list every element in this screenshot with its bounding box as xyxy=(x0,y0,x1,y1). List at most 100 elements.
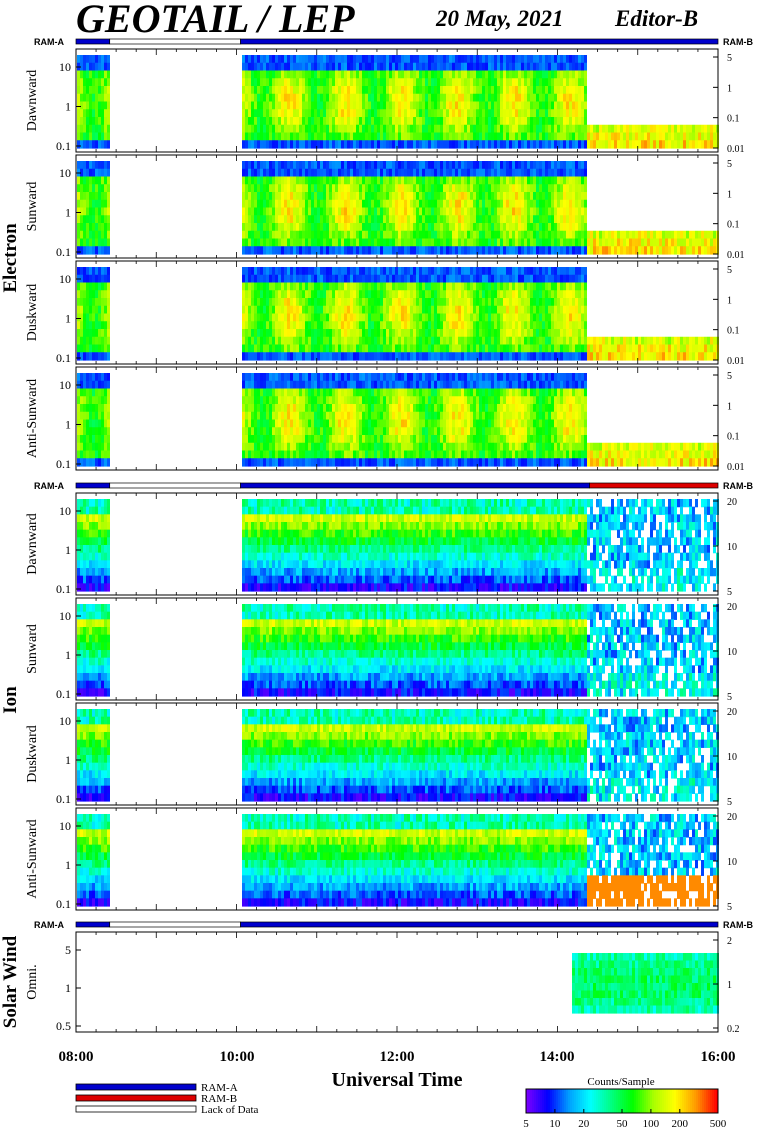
legend-swatch-1 xyxy=(75,1094,197,1102)
y-tick-left-2: 0.1 xyxy=(56,687,71,701)
y-tick-right-3: 0.01 xyxy=(727,250,745,261)
heatmap-1-0 xyxy=(77,499,719,592)
legend-label-1: RAM-B xyxy=(201,1093,237,1105)
spectrogram-panels: RAM-A RAM-B 10 1 0.1 5 1 0.1 0.01 Dawnward 10 1 0.1 5… xyxy=(0,37,753,1035)
ion-ram-label-left: RAM-A xyxy=(34,481,64,491)
ion-panel-3: 10 1 0.1 20 10 5 Anti-Sunward xyxy=(25,807,737,913)
legend-label-0: RAM-A xyxy=(201,1082,238,1094)
ion-panel-0: 10 1 0.1 20 10 5 Dawnward xyxy=(25,492,737,598)
ion-ram-label-right: RAM-B xyxy=(723,481,753,491)
heatmap-2-0 xyxy=(572,953,719,1014)
x-tick-label-4: 16:00 xyxy=(701,1049,736,1065)
y-tick-right-0: 20 xyxy=(727,707,737,718)
y-tick-right-2: 0.1 xyxy=(727,326,740,337)
ion-ram-segment-0 xyxy=(75,482,111,489)
y-tick-left-1: 1 xyxy=(65,543,71,557)
y-tick-right-2: 0.1 xyxy=(727,432,740,443)
y-tick-left-2: 0.5 xyxy=(56,1019,71,1033)
chart-date: 20 May, 2021 xyxy=(435,6,564,31)
panel-label: Dawnward xyxy=(25,70,40,131)
panel-label: Duskward xyxy=(25,725,40,783)
y-tick-right-0: 20 xyxy=(727,812,737,823)
panel-label: Sunward xyxy=(25,624,40,674)
y-tick-right-2: 5 xyxy=(727,797,732,808)
legend-label-2: Lack of Data xyxy=(201,1104,259,1116)
colorbar-tick-5: 200 xyxy=(672,1118,689,1128)
y-tick-right-1: 10 xyxy=(727,647,737,658)
y-tick-right-1: 1 xyxy=(727,980,732,991)
heatmap-1-2 xyxy=(77,709,719,802)
electron-ram-segment-2 xyxy=(240,38,719,45)
y-tick-left-0: 10 xyxy=(59,272,71,286)
electron-ram-segment-1 xyxy=(109,38,241,45)
solar-wind-ram-segment-2 xyxy=(240,921,719,928)
y-tick-right-0: 2 xyxy=(727,936,732,947)
heatmap-1-3 xyxy=(77,814,719,907)
legend-swatch-2 xyxy=(75,1105,197,1113)
y-tick-right-2: 5 xyxy=(727,587,732,598)
y-tick-right-2: 0.2 xyxy=(727,1024,740,1035)
y-tick-left-0: 10 xyxy=(59,609,71,623)
y-tick-left-2: 0.1 xyxy=(56,351,71,365)
colorbar-tick-0: 5 xyxy=(523,1118,529,1128)
electron-panel-1: 10 1 0.1 5 1 0.1 0.01 Sunward xyxy=(25,154,745,261)
y-tick-left-2: 0.1 xyxy=(56,457,71,471)
x-tick-label-1: 10:00 xyxy=(220,1049,255,1065)
electron-ram-label-right: RAM-B xyxy=(723,37,753,47)
y-tick-left-2: 0.1 xyxy=(56,582,71,596)
y-tick-right-3: 0.01 xyxy=(727,144,745,155)
y-tick-left-1: 1 xyxy=(65,981,71,995)
ion-panel-1: 10 1 0.1 20 10 5 Sunward xyxy=(25,597,737,703)
electron-panel-0: 10 1 0.1 5 1 0.1 0.01 Dawnward xyxy=(25,48,745,155)
solar-wind-panel-0: 5 1 0.5 2 1 0.2 Omni. xyxy=(25,931,740,1035)
y-tick-right-1: 1 xyxy=(727,295,732,306)
y-tick-right-0: 5 xyxy=(727,265,732,276)
solar-wind-ram-segment-1 xyxy=(109,921,241,928)
y-tick-left-1: 1 xyxy=(65,206,71,220)
solar-wind-ram-bar: RAM-A RAM-B xyxy=(34,920,753,930)
group-label-solar-wind: Solar Wind xyxy=(0,935,21,1028)
y-tick-right-2: 0.1 xyxy=(727,114,740,125)
x-tick-label-0: 08:00 xyxy=(59,1049,94,1065)
y-tick-left-2: 0.1 xyxy=(56,897,71,911)
panel-label: Sunward xyxy=(25,182,40,232)
electron-panel-2: 10 1 0.1 5 1 0.1 0.01 Duskward xyxy=(25,260,745,367)
group-label-electron: Electron xyxy=(0,223,21,293)
colorbar-tick-1: 10 xyxy=(549,1118,561,1128)
x-tick-label-3: 14:00 xyxy=(540,1049,575,1065)
electron-ram-bar: RAM-A RAM-B xyxy=(34,37,753,47)
panel-label: Anti-Sunward xyxy=(25,379,40,458)
colorbar-tick-4: 100 xyxy=(643,1118,660,1128)
ion-panel-2: 10 1 0.1 20 10 5 Duskward xyxy=(25,702,737,808)
y-tick-left-0: 10 xyxy=(59,714,71,728)
y-tick-right-1: 1 xyxy=(727,401,732,412)
y-tick-left-2: 0.1 xyxy=(56,792,71,806)
colorbar-tick-2: 20 xyxy=(578,1118,590,1128)
solar-wind-ram-segment-0 xyxy=(75,921,111,928)
y-tick-right-0: 20 xyxy=(727,497,737,508)
y-tick-right-0: 20 xyxy=(727,602,737,613)
chart-editor: Editor-B xyxy=(614,6,698,31)
chart-title: GEOTAIL / LEP xyxy=(76,0,355,41)
y-tick-left-0: 5 xyxy=(65,943,71,957)
y-tick-right-1: 10 xyxy=(727,542,737,553)
heatmap-0-3 xyxy=(77,373,719,467)
legend-swatch-0 xyxy=(75,1083,197,1091)
x-axis-title: Universal Time xyxy=(332,1069,463,1091)
y-tick-left-0: 10 xyxy=(59,378,71,392)
y-tick-right-0: 5 xyxy=(727,371,732,382)
y-tick-left-1: 1 xyxy=(65,312,71,326)
y-tick-right-3: 0.01 xyxy=(727,356,745,367)
colorbar-tick-3: 50 xyxy=(617,1118,629,1128)
colorbar-title: Counts/Sample xyxy=(587,1076,654,1088)
y-tick-left-1: 1 xyxy=(65,753,71,767)
y-tick-left-0: 10 xyxy=(59,166,71,180)
ion-ram-segment-3 xyxy=(589,482,719,489)
y-tick-right-3: 0.01 xyxy=(727,462,745,473)
panel-label: Dawnward xyxy=(25,513,40,574)
heatmap-0-0 xyxy=(77,55,719,149)
y-tick-right-0: 5 xyxy=(727,53,732,64)
y-tick-left-1: 1 xyxy=(65,418,71,432)
